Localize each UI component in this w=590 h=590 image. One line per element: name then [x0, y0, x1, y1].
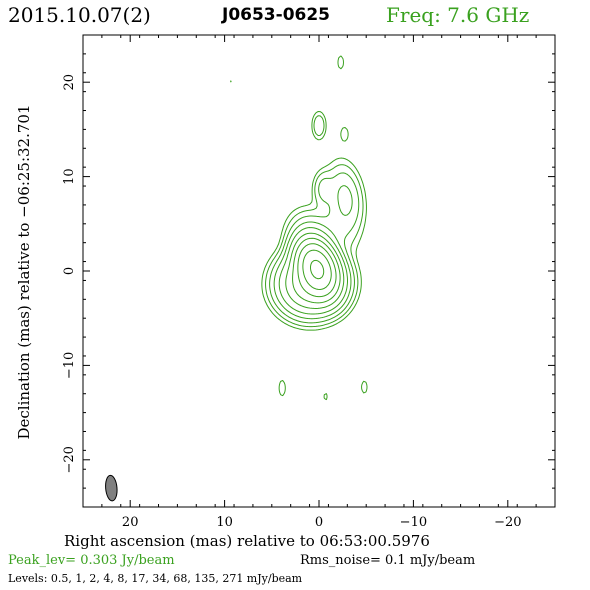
x-tick-label: 0: [315, 515, 323, 530]
source-name: J0653-0625: [222, 5, 331, 25]
peak-level: Peak_lev= 0.303 Jy/beam: [8, 553, 175, 568]
contour-level: [310, 259, 325, 280]
contour-level: [230, 55, 368, 401]
y-axis-label: Declination (mas) relative to −06:25:32.…: [15, 104, 33, 440]
contour-level: [297, 243, 337, 298]
frequency-label: Freq: 7.6 GHz: [386, 3, 530, 27]
x-tick-label: 20: [122, 515, 139, 530]
contour-level: [278, 227, 349, 315]
x-axis-label: Right ascension (mas) relative to 06:53:…: [64, 532, 430, 550]
contour-level: [269, 172, 360, 324]
y-tick-label: −20: [62, 446, 77, 473]
contour-levels: Levels: 0.5, 1, 2, 4, 8, 17, 34, 68, 135…: [8, 572, 303, 585]
contour-level: [292, 237, 341, 304]
x-tick-label: −10: [400, 515, 427, 530]
contour-level: [273, 185, 353, 320]
contour-level: [285, 232, 345, 309]
epoch-date: 2015.10.07(2): [8, 3, 151, 27]
y-tick-label: −10: [62, 352, 77, 379]
plot-frame: [82, 34, 556, 508]
y-tick-label: 10: [62, 168, 77, 185]
x-tick-label: 10: [216, 515, 233, 530]
beam-ellipse: [105, 474, 118, 502]
contour-level: [265, 115, 364, 328]
x-tick-label: −20: [494, 515, 521, 530]
y-tick-label: 0: [62, 267, 77, 275]
contour-level: [302, 249, 332, 290]
rms-noise: Rms_noise= 0.1 mJy/beam: [300, 553, 476, 568]
contour-group: [230, 55, 368, 401]
y-tick-label: 20: [62, 74, 77, 91]
